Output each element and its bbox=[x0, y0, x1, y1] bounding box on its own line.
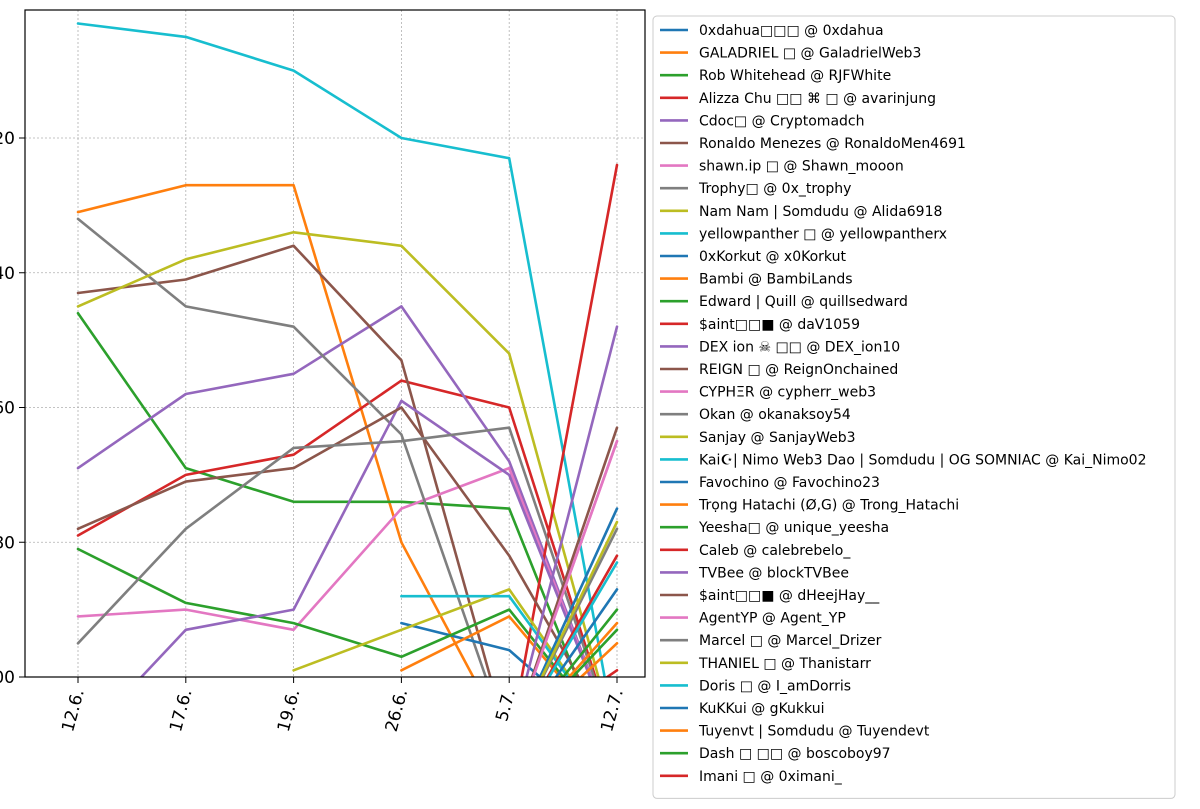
legend-label: THANIEL □ @ Thanistarr bbox=[698, 656, 871, 672]
legend-label: 0xdahua□□□ @ 0xdahua bbox=[699, 23, 884, 39]
y-tick-label: 60 bbox=[0, 399, 15, 419]
legend-label: Sanjay @ SanjayWeb3 bbox=[699, 430, 856, 446]
series-line bbox=[76, 183, 475, 677]
series-line bbox=[567, 621, 619, 677]
x-tick-label: 12.6. bbox=[58, 687, 89, 734]
series-line bbox=[76, 22, 606, 677]
series-line bbox=[76, 466, 593, 677]
legend-label: Kai☪| Nimo Web3 Dao | Somdudu | OG SOMNI… bbox=[699, 452, 1146, 468]
x-tick-label: 19.6. bbox=[274, 687, 305, 734]
axes: 12.6. 17.6. 19.6. 26.6. 5.7. 12.7. 20 40 60 80 100 bbox=[0, 129, 628, 734]
legend-label: Yeesha□ @ unique_yeesha bbox=[698, 520, 889, 536]
series-line bbox=[76, 305, 593, 677]
series-line bbox=[546, 554, 619, 677]
legend-label: $aint□□■ @ daV1059 bbox=[699, 317, 860, 333]
series-line bbox=[76, 311, 578, 677]
legend-label: Cdoc□ @ Cryptomadch bbox=[699, 113, 864, 129]
legend-label: 0xKorkut @ x0Korkut bbox=[699, 249, 846, 265]
series-line bbox=[76, 547, 565, 677]
series-lines bbox=[76, 22, 619, 677]
legend-label: KuKKui @ gKukkui bbox=[699, 701, 824, 717]
legend-label: Alizza Chu □□ ⌘ □ @ avarinjung bbox=[699, 91, 936, 107]
legend-label: DEX ion ☠ □□ @ DEX_ion10 bbox=[699, 339, 900, 355]
series-line bbox=[530, 426, 619, 677]
y-tick-label: 80 bbox=[0, 533, 15, 553]
x-tick-label: 12.7. bbox=[597, 687, 628, 734]
legend-label: Okan @ okanaksoy54 bbox=[699, 407, 851, 423]
series-line bbox=[400, 615, 562, 677]
legend-label: yellowpanther □ @ yellowpantherx bbox=[699, 226, 947, 242]
legend-label: Caleb @ calebrebelo_ bbox=[699, 543, 851, 559]
series-line bbox=[561, 608, 619, 677]
legend: 0xdahua□□□ @ 0xdahua GALADRIEL □ @ Galadr… bbox=[652, 15, 1176, 799]
legend-label: Imani □ @ 0ximani_ bbox=[699, 769, 843, 785]
legend-label: Edward | Quill @ quillsedward bbox=[699, 294, 908, 310]
legend-label: Rob Whitehead @ RJFWhite bbox=[699, 68, 891, 84]
y-tick-label: 20 bbox=[0, 129, 15, 149]
series-line bbox=[554, 588, 619, 677]
legend-label: Doris □ @ I_amDorris bbox=[699, 678, 851, 694]
series-line bbox=[76, 426, 596, 677]
series-line bbox=[139, 399, 592, 677]
legend-label: Trophy□ @ 0x_trophy bbox=[698, 181, 851, 197]
legend-label: Nam Nam | Somdudu @ Alida6918 bbox=[699, 204, 942, 220]
series-line bbox=[547, 561, 619, 677]
series-line bbox=[541, 527, 619, 677]
legend-label: Trọng Hatachi (Ø,G) @ Trong_Hatachi bbox=[698, 498, 959, 514]
legend-label: Marcel □ @ Marcel_Drizer bbox=[699, 633, 882, 649]
y-tick-label: 100 bbox=[0, 668, 15, 688]
series-line bbox=[604, 668, 619, 677]
legend-label: shawn.ip □ @ Shawn_mooon bbox=[699, 159, 904, 175]
series-line bbox=[540, 520, 619, 677]
legend-label: Ronaldo Menezes @ RonaldoMen4691 bbox=[699, 136, 966, 152]
legend-label: AgentYP @ Agent_YP bbox=[699, 611, 846, 627]
series-line bbox=[400, 621, 542, 677]
series-line bbox=[579, 641, 619, 677]
legend-label: Dash □ □□ @ boscoboy97 bbox=[699, 746, 891, 762]
series-line bbox=[76, 406, 580, 677]
x-tick-label: 5.7. bbox=[492, 687, 520, 724]
x-tick-label: 17.6. bbox=[166, 687, 197, 734]
series-line bbox=[76, 231, 600, 677]
legend-label: GALADRIEL □ @ GaladrielWeb3 bbox=[699, 46, 921, 62]
legend-label: Tuyenvt | Somdudu @ Tuyendevt bbox=[698, 724, 930, 740]
series-line bbox=[76, 244, 492, 677]
plot-frame bbox=[24, 9, 646, 678]
legend-box bbox=[652, 15, 1176, 799]
series-line bbox=[520, 163, 619, 677]
series-line bbox=[531, 439, 619, 677]
legend-label: Favochino @ Favochino23 bbox=[699, 475, 880, 491]
legend-label: $aint□□■ @ dHeejHay__ bbox=[699, 588, 880, 604]
series-line bbox=[76, 217, 488, 677]
legend-label: CYPHΞR @ cypherr_web3 bbox=[699, 385, 876, 401]
y-tick-label: 40 bbox=[0, 264, 15, 284]
legend-label: REIGN □ @ ReignOnchained bbox=[699, 362, 898, 378]
x-tick-label: 26.6. bbox=[382, 687, 413, 734]
series-line bbox=[400, 594, 570, 677]
series-line bbox=[538, 507, 619, 677]
series-line bbox=[570, 628, 619, 677]
series-line bbox=[525, 325, 619, 677]
series-line bbox=[76, 379, 597, 677]
legend-label: Bambi @ BambiLands bbox=[699, 272, 853, 288]
legend-label: TVBee @ blockTVBee bbox=[698, 565, 849, 581]
